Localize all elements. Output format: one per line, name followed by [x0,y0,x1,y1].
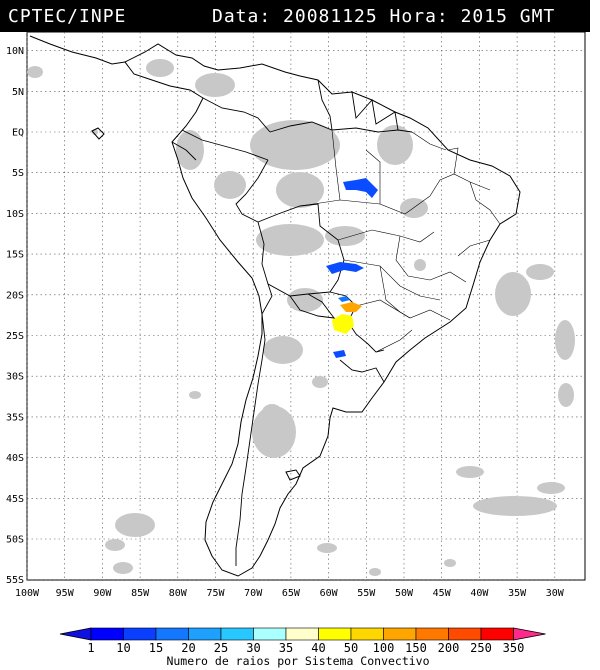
colorbar-right-arrow [513,627,546,641]
colorbar-caption: Numero de raios por Sistema Convectivo [166,654,429,668]
lightning-cluster-amazon [343,178,378,198]
lon-label-40w: 40W [470,588,489,599]
coastlines [29,35,521,577]
header-source: CPTEC/INPE [8,6,127,27]
lat-label-25s: 25S [6,331,24,342]
lon-label-55w: 55W [357,588,376,599]
colorbar-swatch [90,627,124,641]
colorbar-swatch [415,627,449,641]
south-america-coast [124,43,521,577]
lon-label-50w: 50W [395,588,414,599]
header-bar: CPTEC/INPE Data: 20081125 Hora: 2015 GMT [0,0,590,32]
galapagos [91,127,105,140]
colorbar-swatch [285,627,319,641]
lightning-cluster-argentina [333,350,346,358]
colorbar-tick-label: 25 [214,641,228,655]
colorbar-tick-label: 30 [246,641,260,655]
border-colombia-venezuela [202,97,271,133]
colorbar-swatch [123,627,157,641]
header-datetime: Data: 20081125 Hora: 2015 GMT [212,6,556,27]
border-argentina-chile [235,313,266,566]
lon-label-70w: 70W [244,588,263,599]
lon-label-75w: 75W [206,588,225,599]
falklands [285,469,301,481]
colorbar-tick-label: 200 [438,641,460,655]
lat-label-5s: 5S [12,168,24,179]
lat-label-15s: 15S [6,250,24,261]
colorbar-tick-label: 350 [503,641,525,655]
colorbar-swatch [318,627,352,641]
colorbar-swatch [253,627,287,641]
colorbar-swatch [155,627,189,641]
border-brazil-north [269,121,413,133]
border-bolivia-brazil [257,203,345,293]
lat-label-55s: 55S [6,575,24,586]
border-argentina-brazil [347,321,385,353]
lon-label-95w: 95W [56,588,75,599]
colorbar-tick-label: 40 [311,641,325,655]
lat-label-35s: 35S [6,412,24,423]
lat-label-10s: 10S [6,209,24,220]
lon-label-60w: 60W [320,588,339,599]
border-uruguay [339,359,385,383]
colorbar-swatch [383,627,417,641]
colorbar-tick-label: 20 [181,641,195,655]
lon-label-30w: 30W [546,588,565,599]
lightning-layer [326,178,378,358]
lightning-cluster-paraguay-small [338,296,350,302]
central-america-coast [29,35,126,65]
lat-label-50s: 50S [6,535,24,546]
lon-label-45w: 45W [433,588,452,599]
lat-label-45s: 45S [6,494,24,505]
lightning-cluster-paraguay-yellow [332,314,354,334]
colorbar-tick-label: 35 [279,641,293,655]
border-venezuela-guyana [317,79,333,131]
colorbar-tick-label: 10 [116,641,130,655]
border-peru-bolivia [257,221,269,285]
colorbar-swatch [480,627,514,641]
lon-label-85w: 85W [131,588,150,599]
lon-label-80w: 80W [169,588,188,599]
colorbar-tick-label: 150 [405,641,427,655]
lightning-cluster-paraguay-orange [340,302,362,312]
lat-label-10n: 10N [6,46,24,57]
border-chile-bolivia [261,283,331,315]
lat-label-30s: 30S [6,372,24,383]
lon-label-100w: 100W [15,588,40,599]
border-ecuador [171,141,197,161]
cloud-cover [27,59,575,576]
colorbar-swatch [220,627,254,641]
border-peru-brazil [235,159,269,223]
colorbar-swatch [350,627,384,641]
colorbar-tick-label: 50 [344,641,358,655]
colorbar-tick-label: 250 [470,641,492,655]
colorbar: 1 10 15 20 25 30 35 40 50 100 150 200 250 350 Numero d… [59,627,546,668]
lat-label-eq: EQ [12,128,24,139]
longitude-labels: 100W 95W 90W 85W 80W 75W 70W 65W 60W 55W 50W 45W 40W… [15,588,565,599]
border-argentina-north [289,295,335,319]
lat-label-5n: 5N [12,87,24,98]
lon-label-35w: 35W [508,588,527,599]
border-colombia-peru [181,129,269,161]
colorbar-swatch [188,627,222,641]
lon-label-65w: 65W [282,588,301,599]
lon-label-90w: 90W [93,588,112,599]
colorbar-swatch [448,627,482,641]
graticule [26,32,585,581]
colorbar-tick-label: 100 [373,641,395,655]
state-borders [299,129,501,353]
latitude-labels: 10N 5N EQ 5S 10S 15S 20S 25S 30S 35S 40S 45S 50S 55S [6,46,24,586]
country-borders [171,79,413,566]
colorbar-left-arrow [59,627,92,641]
lat-label-40s: 40S [6,453,24,464]
lightning-cluster-pantanal [326,262,364,274]
colorbar-tick-label: 1 [87,641,94,655]
colorbar-tick-label: 15 [149,641,163,655]
border-guyanas [351,91,399,131]
lat-label-20s: 20S [6,290,24,301]
